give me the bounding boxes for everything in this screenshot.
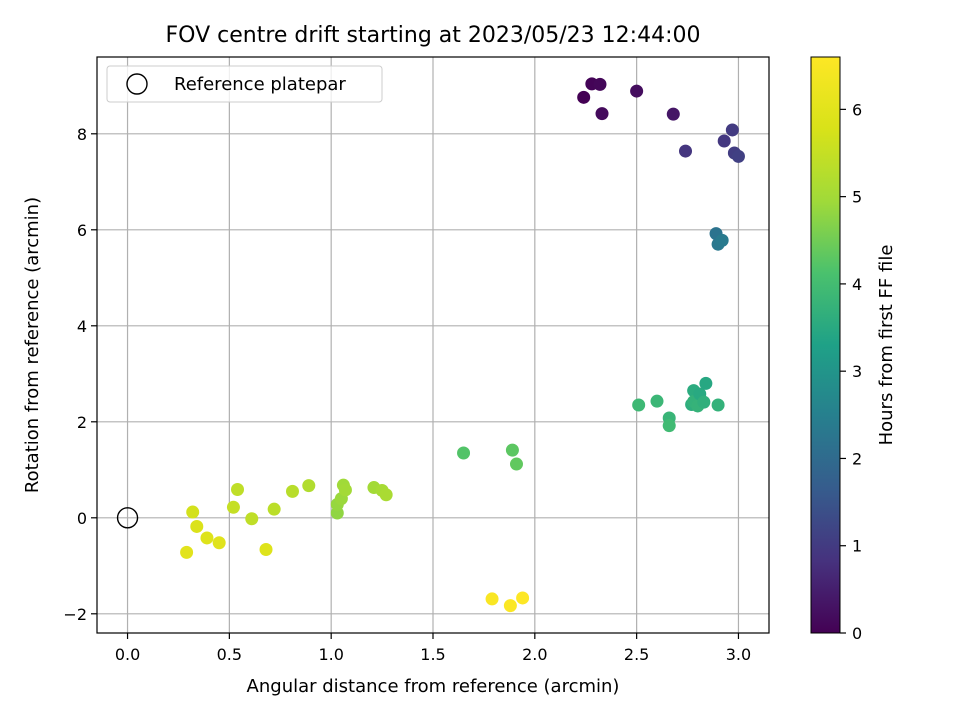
y-axis-label: Rotation from reference (arcmin) [22,197,43,493]
reference-point [116,507,139,529]
data-point [200,531,214,545]
legend-marker [126,73,148,95]
data-point [231,482,245,496]
y-tick-label: 0 [77,509,87,528]
data-point [711,398,725,412]
data-point [505,443,519,457]
data-point [731,149,745,163]
colorbar: 0 1 2 3 4 5 6 Hours from first FF file [810,56,897,643]
data-point [697,395,711,409]
chart-title: FOV centre drift starting at 2023/05/23 … [166,23,701,48]
data-point [302,479,316,493]
y-tick-label: 6 [77,221,87,240]
x-axis-ticks: 0.0 0.5 1.0 1.5 2.0 2.5 3.0 [115,633,751,664]
x-tick-label: 2.0 [522,645,547,664]
data-point [509,457,523,471]
data-point [725,123,739,137]
data-point [516,591,530,605]
data-point [212,536,226,550]
data-point [630,84,644,98]
data-point [715,233,729,247]
data-point [457,446,471,460]
y-tick-label: 4 [77,317,87,336]
data-point [186,505,200,519]
x-tick-label: 3.0 [726,645,751,664]
x-tick-label: 1.0 [318,645,343,664]
grid-lines [97,57,769,633]
y-tick-label: 2 [77,413,87,432]
data-point [226,500,240,514]
colorbar-ticks: 0 1 2 3 4 5 6 [840,100,862,643]
data-point [503,599,517,613]
legend: Reference platepar [106,65,383,103]
colorbar-tick-label: 3 [852,362,862,381]
data-point [285,484,299,498]
colorbar-tick-label: 6 [852,100,862,119]
colorbar-tick-label: 0 [852,624,862,643]
data-point [245,512,259,526]
data-point [485,592,499,606]
colorbar-tick-label: 1 [852,537,862,556]
data-point [259,542,273,556]
colorbar-label: Hours from first FF file [876,245,897,446]
data-point [180,545,194,559]
data-points [116,77,745,613]
y-tick-label: 8 [77,125,87,144]
data-point [190,519,204,533]
data-point [632,398,646,412]
data-point [679,144,693,158]
data-point [650,394,664,408]
data-point [267,502,281,516]
data-point [379,488,393,502]
x-axis-label: Angular distance from reference (arcmin) [247,676,620,697]
data-point [666,107,680,121]
legend-box [106,65,383,103]
data-point [338,483,352,497]
colorbar-tick-label: 4 [852,275,862,294]
data-point [593,77,607,91]
y-axis-ticks: −2 0 2 4 6 8 [63,125,97,624]
colorbar-tick-label: 2 [852,449,862,468]
colorbar-gradient [810,56,841,634]
x-tick-label: 2.5 [624,645,649,664]
x-tick-label: 0.5 [217,645,242,664]
x-tick-label: 0.0 [115,645,140,664]
data-point [662,419,676,433]
data-point [717,134,731,148]
data-point [577,90,591,104]
data-point [595,107,609,121]
y-tick-label: −2 [63,605,87,624]
x-tick-label: 1.5 [420,645,445,664]
colorbar-tick-label: 5 [852,188,862,207]
data-point [699,376,713,390]
legend-entry-reference: Reference platepar [174,74,346,95]
